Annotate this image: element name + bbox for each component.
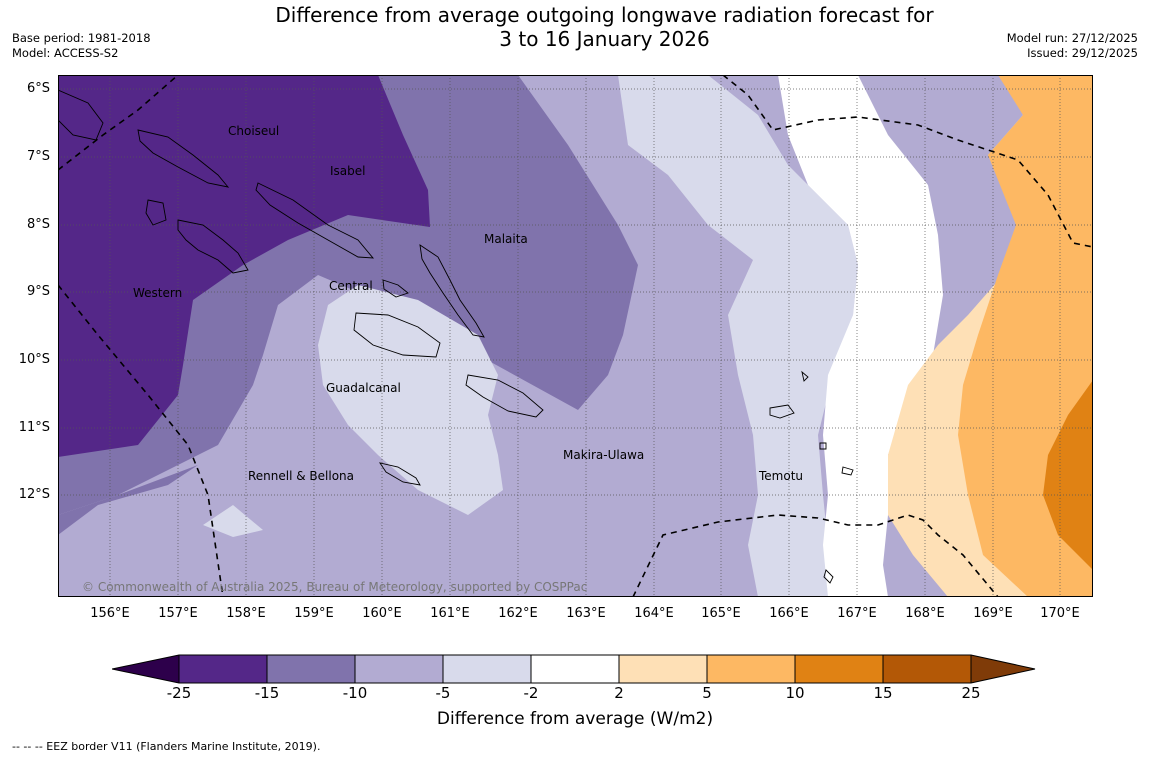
- eez-borders: [58, 75, 1093, 597]
- small-island-4: [801, 370, 809, 382]
- lat-label-7s: 7°S: [26, 149, 50, 164]
- region-label-choiseul: Choiseul: [228, 124, 280, 138]
- band-minus5-minus2-lobe: [318, 285, 503, 515]
- colorbar-bin-p15-p25: [883, 655, 971, 683]
- map-title: Difference from average outgoing longwav…: [0, 3, 1150, 51]
- colorbar-tick: -5: [435, 684, 451, 702]
- colorbar-tick: 15: [873, 684, 893, 702]
- colorbar-tick: 5: [702, 684, 712, 702]
- band-minus5-minus2-patch: [203, 505, 263, 537]
- florida-islands: [382, 279, 409, 298]
- colorbar-bin-n5-n2: [443, 655, 531, 683]
- issued-date: Issued: 29/12/2025: [1027, 46, 1138, 60]
- band-minus15-minus10-bottom: [58, 465, 198, 535]
- band-plus10-plus15: [1043, 380, 1093, 570]
- eez-legend: -- -- -- EEZ border V11 (Flanders Marine…: [12, 740, 321, 753]
- colorbar-extend-low: [112, 655, 179, 683]
- lon-label-166e: 166°E: [769, 606, 809, 621]
- lon-label-159e: 159°E: [294, 606, 334, 621]
- colorbar-bin-p2-p5: [619, 655, 707, 683]
- band-minus5-minus2: [618, 75, 878, 597]
- colorbar-extend-high: [971, 655, 1035, 683]
- colorbar-bin-p5-p10: [707, 655, 795, 683]
- small-island-1: [841, 466, 854, 476]
- meta-right: Model run: 27/12/2025 Issued: 29/12/2025: [1007, 31, 1138, 61]
- lat-label-10s: 10°S: [18, 352, 50, 367]
- lat-label-8s: 8°S: [26, 217, 50, 232]
- lon-label-162e: 162°E: [498, 606, 538, 621]
- colorbar-tick: -25: [166, 684, 192, 702]
- lon-label-167e: 167°E: [837, 606, 877, 621]
- forecast-map: [58, 75, 1093, 597]
- region-label-isabel: Isabel: [330, 164, 366, 178]
- colorbar-tick: -2: [523, 684, 539, 702]
- malaita-island: [419, 244, 485, 338]
- lon-label-163e: 163°E: [566, 606, 606, 621]
- makira-island: [465, 374, 544, 418]
- lon-label-169e: 169°E: [973, 606, 1013, 621]
- lon-label-165e: 165°E: [701, 606, 741, 621]
- isabel-island: [255, 182, 375, 259]
- lon-label-168e: 168°E: [905, 606, 945, 621]
- model-run: Model run: 27/12/2025: [1006, 31, 1138, 45]
- meta-left: Base period: 1981-2018 Model: ACCESS-S2: [12, 31, 151, 61]
- small-island-3: [823, 569, 834, 584]
- colorbar-tick: 2: [614, 684, 624, 702]
- colorbar-label: Difference from average (W/m2): [436, 709, 714, 729]
- colorbar-bin-n2-p2: [531, 655, 619, 683]
- graticule: [58, 75, 1093, 597]
- colorbar-tick: -15: [254, 684, 280, 702]
- lat-label-6s: 6°S: [26, 81, 50, 96]
- lon-label-158e: 158°E: [226, 606, 266, 621]
- colorbar-dividers: [178, 655, 972, 683]
- title-line-1: Difference from average outgoing longwav…: [275, 3, 934, 27]
- lon-label-161e: 161°E: [430, 606, 470, 621]
- new-georgia-island: [177, 219, 249, 274]
- band-minus2-plus2: [778, 75, 943, 597]
- colorbar-bin-n25-n15: [179, 655, 267, 683]
- band-minus25-minus15: [58, 75, 430, 457]
- region-label-temotu: Temotu: [759, 469, 804, 483]
- title-line-2: 3 to 16 January 2026: [499, 27, 710, 51]
- small-island-2: [819, 442, 827, 450]
- lat-label-12s: 12°S: [18, 487, 50, 502]
- guadalcanal-island: [353, 312, 441, 358]
- rennell-island: [379, 462, 421, 486]
- colorbar-tick: 25: [961, 684, 981, 702]
- vella-lavella-island: [145, 199, 167, 226]
- lon-label-160e: 160°E: [362, 606, 402, 621]
- colorbar: [112, 654, 1036, 684]
- model-name: Model: ACCESS-S2: [12, 46, 119, 60]
- region-label-guadalcanal: Guadalcanal: [326, 381, 401, 395]
- region-label-western: Western: [133, 286, 183, 300]
- region-label-central: Central: [329, 279, 373, 293]
- choiseul-island: [137, 129, 230, 188]
- lat-label-9s: 9°S: [26, 284, 50, 299]
- lon-label-157e: 157°E: [158, 606, 198, 621]
- region-label-rennell-bellona: Rennell & Bellona: [248, 469, 355, 483]
- region-label-malaita: Malaita: [484, 232, 528, 246]
- colorbar-bin-n10-n5: [355, 655, 443, 683]
- lat-label-11s: 11°S: [18, 420, 50, 435]
- map-frame: [58, 75, 1093, 597]
- region-label-makira-ulawa: Makira-Ulawa: [563, 448, 645, 462]
- santa-cruz-island: [769, 404, 795, 419]
- colorbar-bin-p10-p15: [795, 655, 883, 683]
- base-period: Base period: 1981-2018: [12, 31, 151, 45]
- colorbar-bin-n15-n10: [267, 655, 355, 683]
- lon-label-170e: 170°E: [1040, 606, 1080, 621]
- colorbar-tick: -10: [342, 684, 368, 702]
- lon-label-156e: 156°E: [90, 606, 130, 621]
- colorbar-tick: 10: [785, 684, 805, 702]
- copyright-note: © Commonwealth of Australia 2025, Bureau…: [82, 580, 588, 594]
- lon-label-164e: 164°E: [634, 606, 674, 621]
